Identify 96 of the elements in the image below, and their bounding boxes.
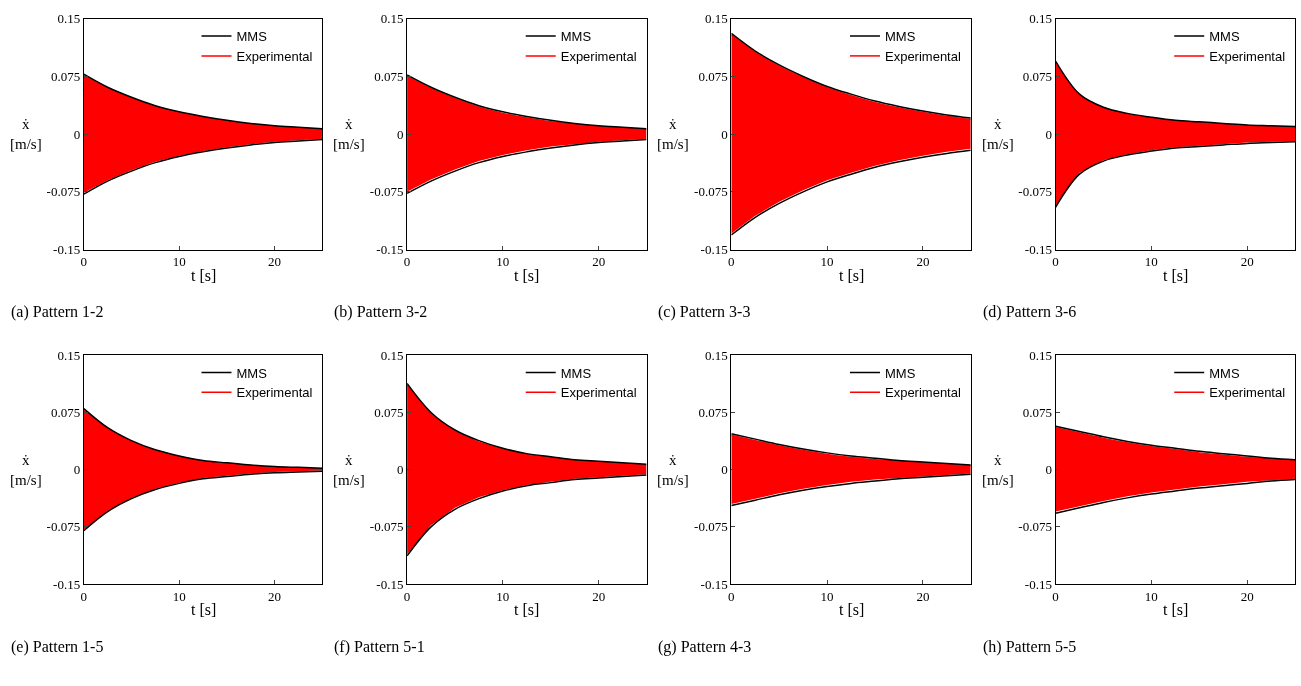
x-tick-label: 20 xyxy=(916,588,930,604)
y-tick-label: 0.075 xyxy=(374,404,404,420)
x-axis-title: t [s] xyxy=(1163,601,1189,618)
y-tick-label: 0.15 xyxy=(57,347,81,363)
x-tick-label: 10 xyxy=(820,588,834,604)
x-axis-title: t [s] xyxy=(839,601,865,618)
text: (e) Pattern 1-5 xyxy=(11,638,104,656)
y-tick-label: 0 xyxy=(721,462,728,478)
x-tick-label: 10 xyxy=(1144,254,1158,270)
y-tick-label: -0.15 xyxy=(700,576,728,592)
text: (b) Pattern 3-2 xyxy=(334,303,428,321)
y-tick-label: 0.15 xyxy=(1029,11,1052,27)
legend-label: MMS xyxy=(236,29,268,45)
y-tick-label: 0.075 xyxy=(50,404,81,420)
y-tick-label: -0.075 xyxy=(46,519,81,535)
y-tick-label: 0.15 xyxy=(380,347,404,363)
legend-label: Experimental xyxy=(1209,385,1286,401)
legend-label: Experimental xyxy=(560,385,637,401)
y-axis-title: ẋ [m/s] xyxy=(982,452,1014,488)
y-tick-label: -0.15 xyxy=(53,576,81,592)
x-tick-label: 20 xyxy=(1240,254,1254,270)
x-axis-title: t [s] xyxy=(191,601,217,618)
y-tick-label: -0.15 xyxy=(376,242,404,258)
y-tick-label: 0 xyxy=(1045,126,1052,142)
y-tick-label: 0.075 xyxy=(698,69,728,84)
legend-label: MMS xyxy=(236,365,268,381)
y-axis-title: ẋ [m/s] xyxy=(10,116,42,152)
y-tick-label: -0.15 xyxy=(53,242,81,258)
legend-label: MMS xyxy=(884,29,916,45)
y-tick-label: -0.075 xyxy=(694,519,728,535)
text: (h) Pattern 5-5 xyxy=(983,638,1077,656)
y-tick-label: 0.075 xyxy=(50,69,81,84)
x-tick-label: 10 xyxy=(1144,588,1158,604)
text: (c) Pattern 3-3 xyxy=(658,303,751,321)
y-tick-label: -0.15 xyxy=(1024,576,1052,592)
x-axis-title: t [s] xyxy=(514,267,540,284)
y-tick-label: -0.15 xyxy=(700,242,728,258)
y-tick-label: 0 xyxy=(1045,462,1052,478)
y-tick-label: 0 xyxy=(396,462,404,478)
y-tick-label: -0.075 xyxy=(369,184,404,200)
x-axis-title: t [s] xyxy=(839,267,865,284)
y-tick-label: 0.075 xyxy=(698,404,728,420)
y-tick-label: -0.15 xyxy=(376,576,404,592)
y-tick-label: -0.075 xyxy=(46,184,81,200)
legend-label: Experimental xyxy=(884,385,961,401)
x-tick-label: 10 xyxy=(172,254,186,270)
x-tick-label: 10 xyxy=(172,588,186,604)
y-axis-title: ẋ [m/s] xyxy=(333,452,365,488)
y-tick-label: -0.075 xyxy=(1018,184,1052,200)
y-tick-label: 0 xyxy=(73,126,81,142)
y-axis-title: ẋ [m/s] xyxy=(333,116,365,152)
y-tick-label: 0.15 xyxy=(1029,347,1052,363)
x-tick-label: 20 xyxy=(268,588,282,604)
x-tick-label: 10 xyxy=(496,254,510,270)
legend-label: MMS xyxy=(560,29,592,45)
y-tick-label: 0 xyxy=(721,126,728,142)
y-tick-label: -0.075 xyxy=(694,184,728,200)
x-axis-title: t [s] xyxy=(1163,267,1189,284)
legend-label: MMS xyxy=(560,365,592,381)
x-tick-label: 20 xyxy=(1240,588,1254,604)
x-tick-label: 20 xyxy=(916,254,930,270)
y-tick-label: -0.075 xyxy=(1018,519,1052,535)
y-tick-label: -0.15 xyxy=(1024,242,1052,258)
legend-label: MMS xyxy=(1209,29,1240,45)
x-axis-title: t [s] xyxy=(191,267,217,284)
y-tick-label: 0.15 xyxy=(380,11,404,27)
y-tick-label: 0 xyxy=(396,126,404,142)
text: (a) Pattern 1-2 xyxy=(11,303,104,321)
legend-label: Experimental xyxy=(560,48,637,64)
x-tick-label: 10 xyxy=(496,588,510,604)
x-tick-label: 20 xyxy=(592,588,606,604)
y-tick-label: 0.075 xyxy=(374,69,404,84)
legend-label: Experimental xyxy=(1209,48,1286,64)
y-tick-label: 0.15 xyxy=(57,11,81,27)
y-tick-label: 0 xyxy=(73,462,81,478)
text: (g) Pattern 4-3 xyxy=(658,638,752,656)
text: (f) Pattern 5-1 xyxy=(334,638,425,656)
legend-label: MMS xyxy=(1209,365,1240,381)
x-tick-label: 20 xyxy=(592,254,606,270)
y-axis-title: ẋ [m/s] xyxy=(982,116,1014,152)
y-tick-label: 0.075 xyxy=(1022,69,1052,84)
y-axis-title: ẋ [m/s] xyxy=(657,116,689,152)
y-tick-label: 0.15 xyxy=(704,11,728,27)
legend-label: Experimental xyxy=(236,385,313,401)
x-axis-title: t [s] xyxy=(514,601,540,618)
legend-label: MMS xyxy=(884,365,916,381)
x-tick-label: 20 xyxy=(268,254,282,270)
y-tick-label: -0.075 xyxy=(369,519,404,535)
legend-label: Experimental xyxy=(236,48,313,64)
legend-label: Experimental xyxy=(884,48,961,64)
y-axis-title: ẋ [m/s] xyxy=(10,452,42,488)
x-tick-label: 10 xyxy=(820,254,834,270)
y-tick-label: 0.15 xyxy=(704,347,728,363)
text: (d) Pattern 3-6 xyxy=(983,303,1077,321)
y-axis-title: ẋ [m/s] xyxy=(657,452,689,488)
y-tick-label: 0.075 xyxy=(1022,404,1052,420)
